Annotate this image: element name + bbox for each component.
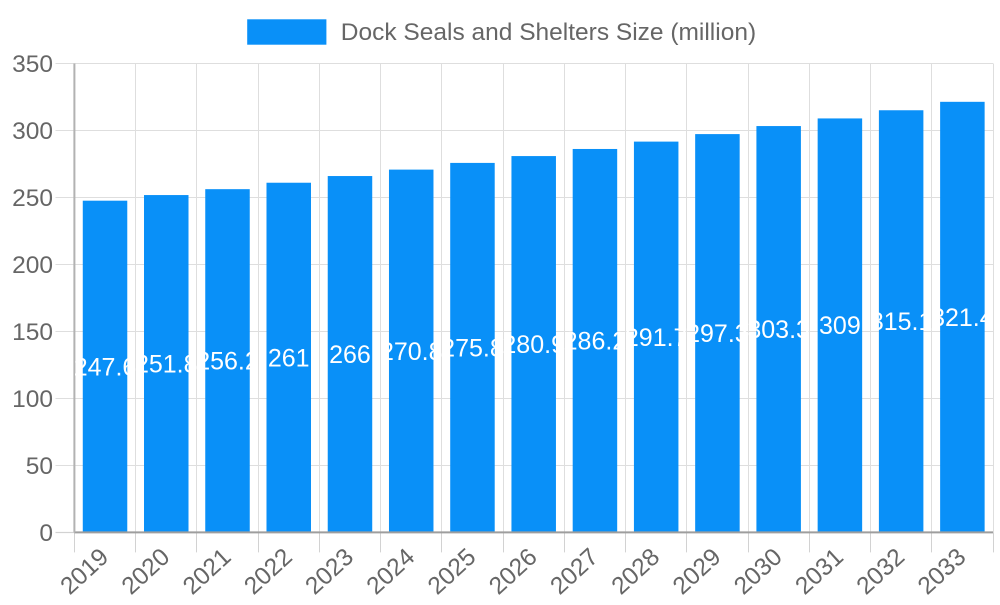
- svg-text:250: 250: [12, 185, 53, 212]
- svg-text:266: 266: [329, 341, 371, 369]
- svg-text:315.1: 315.1: [870, 308, 933, 336]
- svg-text:247.6: 247.6: [74, 353, 137, 381]
- svg-text:280.9: 280.9: [502, 331, 565, 359]
- svg-text:261: 261: [268, 344, 310, 372]
- svg-text:350: 350: [12, 51, 53, 78]
- svg-text:297.3: 297.3: [686, 320, 749, 348]
- svg-text:275.8: 275.8: [441, 334, 504, 362]
- svg-text:300: 300: [12, 118, 53, 145]
- svg-text:303.3: 303.3: [747, 316, 810, 344]
- svg-text:321.4: 321.4: [931, 304, 994, 332]
- svg-text:Dock Seals and Shelters Size (: Dock Seals and Shelters Size (million): [341, 19, 756, 46]
- svg-text:270.8: 270.8: [380, 338, 443, 366]
- svg-text:200: 200: [12, 252, 53, 279]
- svg-text:50: 50: [26, 453, 53, 480]
- svg-text:251.8: 251.8: [135, 351, 198, 379]
- svg-text:309: 309: [819, 312, 861, 340]
- svg-text:0: 0: [39, 520, 53, 547]
- svg-text:256.2: 256.2: [196, 348, 259, 376]
- svg-text:291.7: 291.7: [625, 324, 688, 352]
- svg-text:100: 100: [12, 386, 53, 413]
- svg-text:150: 150: [12, 319, 53, 346]
- svg-text:286.2: 286.2: [564, 327, 627, 355]
